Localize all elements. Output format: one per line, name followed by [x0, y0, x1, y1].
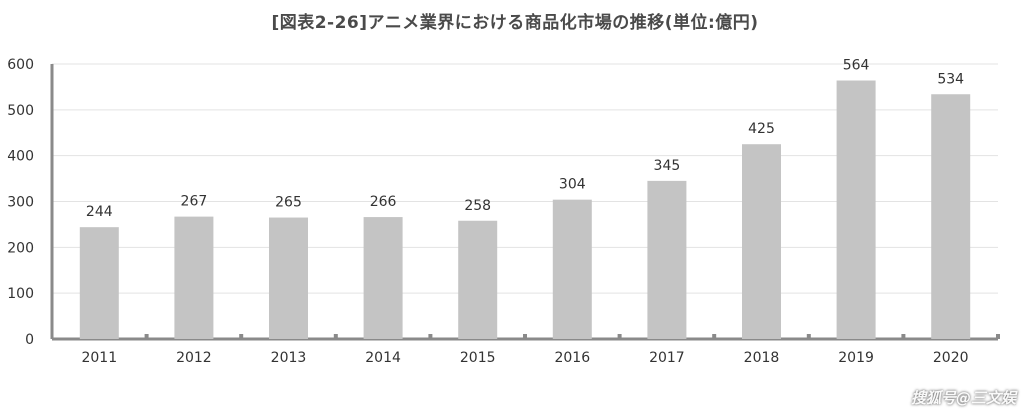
data-label-2015: 258 — [464, 198, 491, 214]
bar-2017 — [647, 180, 687, 339]
x-tick-mark — [617, 334, 622, 339]
x-tick-mark — [333, 334, 338, 339]
x-tick-mark — [428, 334, 433, 339]
bar-2016 — [552, 199, 592, 339]
y-tick-label: 600 — [7, 57, 34, 73]
x-tick-mark — [806, 334, 811, 339]
bar-2015 — [458, 220, 498, 339]
x-tick-label-2016: 2016 — [554, 350, 590, 366]
x-tick-label-2019: 2019 — [838, 350, 874, 366]
x-tick-label-2011: 2011 — [81, 350, 117, 366]
x-tick-label-2012: 2012 — [176, 350, 212, 366]
x-tick-label-2017: 2017 — [649, 350, 685, 366]
x-tick-mark — [712, 334, 717, 339]
bar-2014 — [363, 217, 403, 339]
x-tick-mark — [239, 334, 244, 339]
bars — [79, 80, 971, 339]
y-tick-label: 200 — [7, 240, 34, 256]
y-tick-label: 300 — [7, 195, 34, 211]
bar-2012 — [174, 216, 214, 339]
chart-title: [図表2-26]アニメ業界における商品化市場の推移(単位:億円) — [271, 13, 759, 33]
y-tick-label: 100 — [7, 286, 34, 302]
x-tick-label-2018: 2018 — [744, 350, 780, 366]
y-tick-label: 400 — [7, 149, 34, 165]
data-label-2012: 267 — [181, 194, 208, 210]
data-label-2011: 244 — [86, 204, 113, 220]
bar-2018 — [742, 144, 781, 339]
data-label-2013: 265 — [275, 195, 302, 211]
data-label-2017: 345 — [654, 158, 681, 174]
bar-2020 — [931, 94, 971, 339]
bar-2019 — [836, 80, 876, 339]
watermark: 搜狐号@三文娱 — [910, 389, 1016, 407]
x-tick-label-2015: 2015 — [460, 350, 496, 366]
data-label-2014: 266 — [370, 194, 397, 210]
bar-2011 — [79, 227, 119, 339]
x-tick-mark — [901, 334, 906, 339]
x-tick-mark — [996, 334, 1000, 339]
data-label-2019: 564 — [843, 58, 870, 74]
bar-2013 — [269, 217, 308, 339]
data-label-2020: 534 — [937, 71, 964, 87]
x-tick-label-2014: 2014 — [365, 350, 401, 366]
tick-labels: 0 100 200 300 400 500 600 2011 2012 2013 2014 2015 2… — [7, 57, 968, 366]
x-tick-mark — [144, 334, 149, 339]
x-tick-mark — [523, 334, 527, 339]
x-tick-label-2020: 2020 — [933, 350, 969, 366]
data-label-2018: 425 — [748, 121, 775, 137]
y-tick-label: 500 — [7, 103, 34, 119]
data-labels: 244 267 265 266 258 304 345 425 564 534 — [86, 58, 964, 221]
data-label-2016: 304 — [559, 177, 586, 193]
y-tick-label: 0 — [25, 332, 34, 348]
x-tick-label-2013: 2013 — [271, 350, 307, 366]
